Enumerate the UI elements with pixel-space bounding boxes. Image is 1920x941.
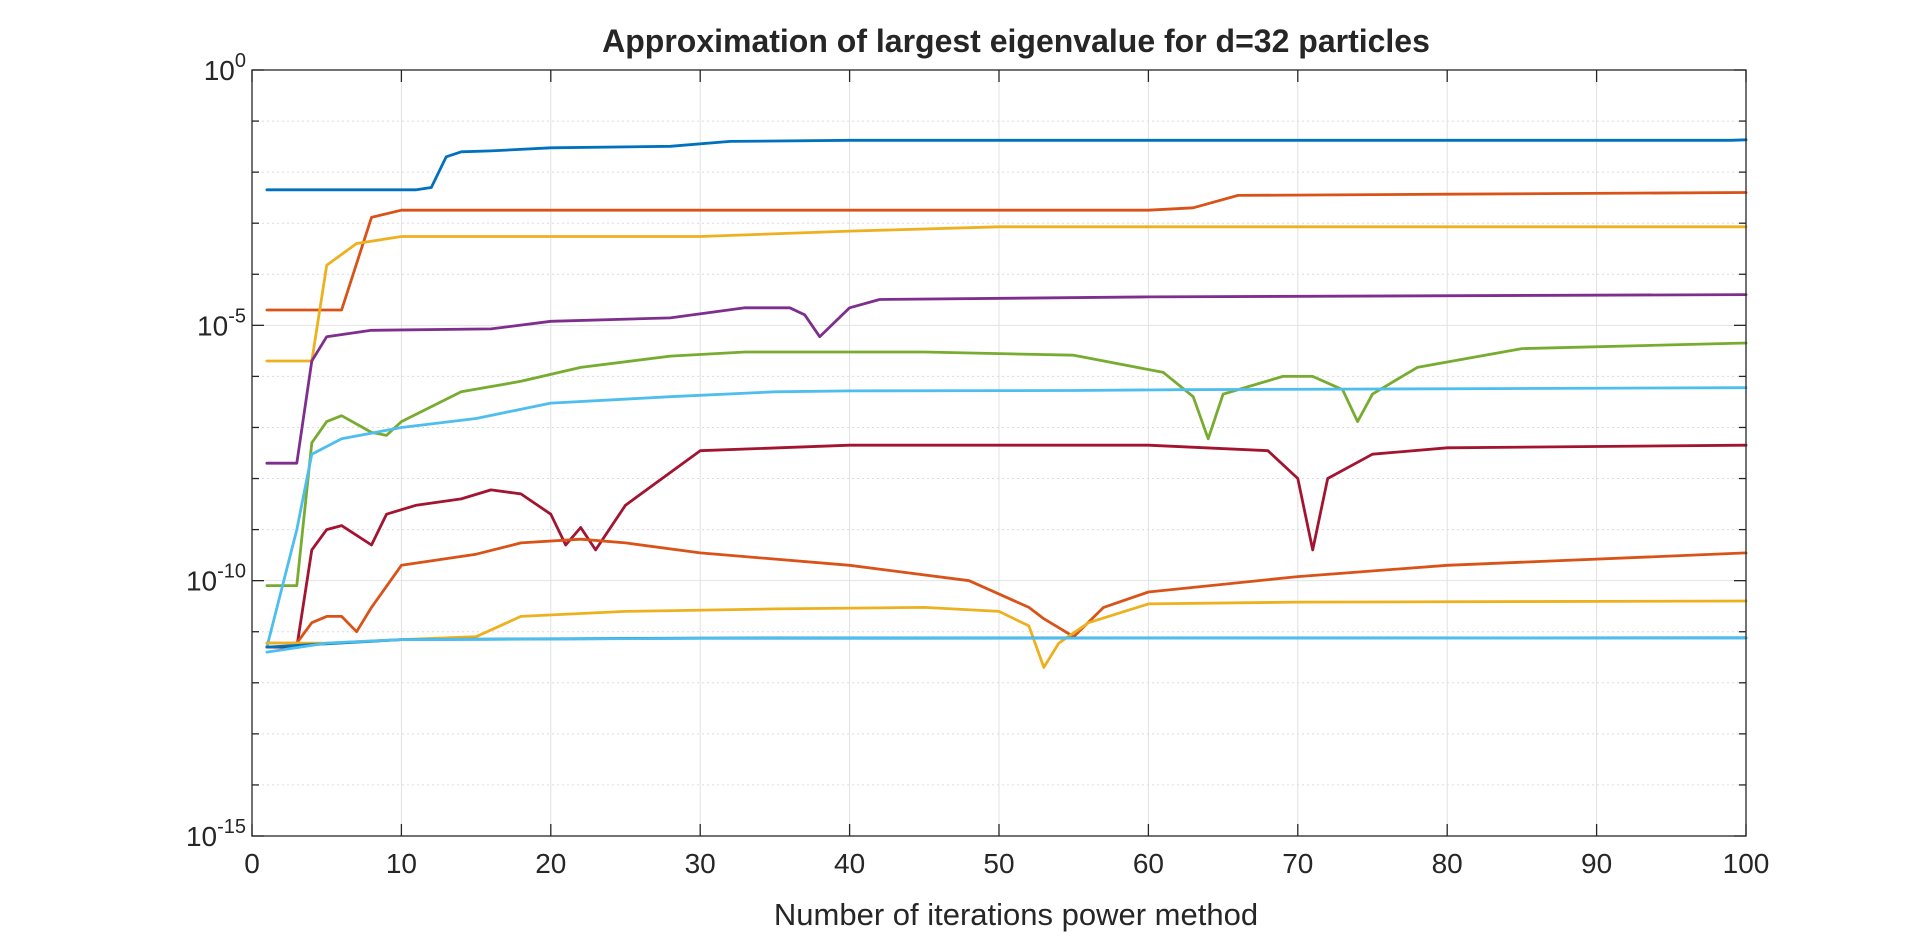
y-axis-tick-labels: 100 10-5 10-10 10-15 xyxy=(186,50,246,852)
x-axis-label: Number of iterations power method xyxy=(774,897,1258,932)
x-tick-label: 40 xyxy=(834,848,865,879)
y-tick-label: 10-15 xyxy=(186,816,246,852)
x-tick-label: 0 xyxy=(244,848,260,879)
y-tick-label: 10-10 xyxy=(186,561,246,597)
y-tick-label: 100 xyxy=(204,50,246,86)
series-line-5 xyxy=(265,341,1748,587)
series-line-1 xyxy=(265,138,1748,192)
x-tick-label: 60 xyxy=(1133,848,1164,879)
tick-marks xyxy=(251,69,1747,837)
x-tick-label: 20 xyxy=(535,848,566,879)
series-line-4 xyxy=(265,293,1748,465)
series-line-11 xyxy=(265,636,1748,654)
x-tick-label: 100 xyxy=(1723,848,1770,879)
series-line-3 xyxy=(265,225,1748,363)
y-tick-label: 10-5 xyxy=(197,305,246,341)
x-tick-label: 30 xyxy=(685,848,716,879)
x-tick-label: 50 xyxy=(983,848,1014,879)
series-line-2 xyxy=(265,191,1748,312)
series-lines xyxy=(265,138,1748,669)
x-axis-tick-labels: 0 10 20 30 40 50 60 70 80 90 100 xyxy=(244,848,1769,879)
series-line-8 xyxy=(265,537,1748,645)
series-line-6 xyxy=(265,386,1748,649)
plot-area xyxy=(251,69,1748,837)
series-line-7 xyxy=(265,443,1748,649)
grid-lines xyxy=(252,70,1746,836)
x-tick-label: 80 xyxy=(1432,848,1463,879)
chart-title: Approximation of largest eigenvalue for … xyxy=(602,23,1430,59)
x-tick-label: 70 xyxy=(1282,848,1313,879)
x-tick-label: 90 xyxy=(1581,848,1612,879)
x-tick-label: 10 xyxy=(386,848,417,879)
